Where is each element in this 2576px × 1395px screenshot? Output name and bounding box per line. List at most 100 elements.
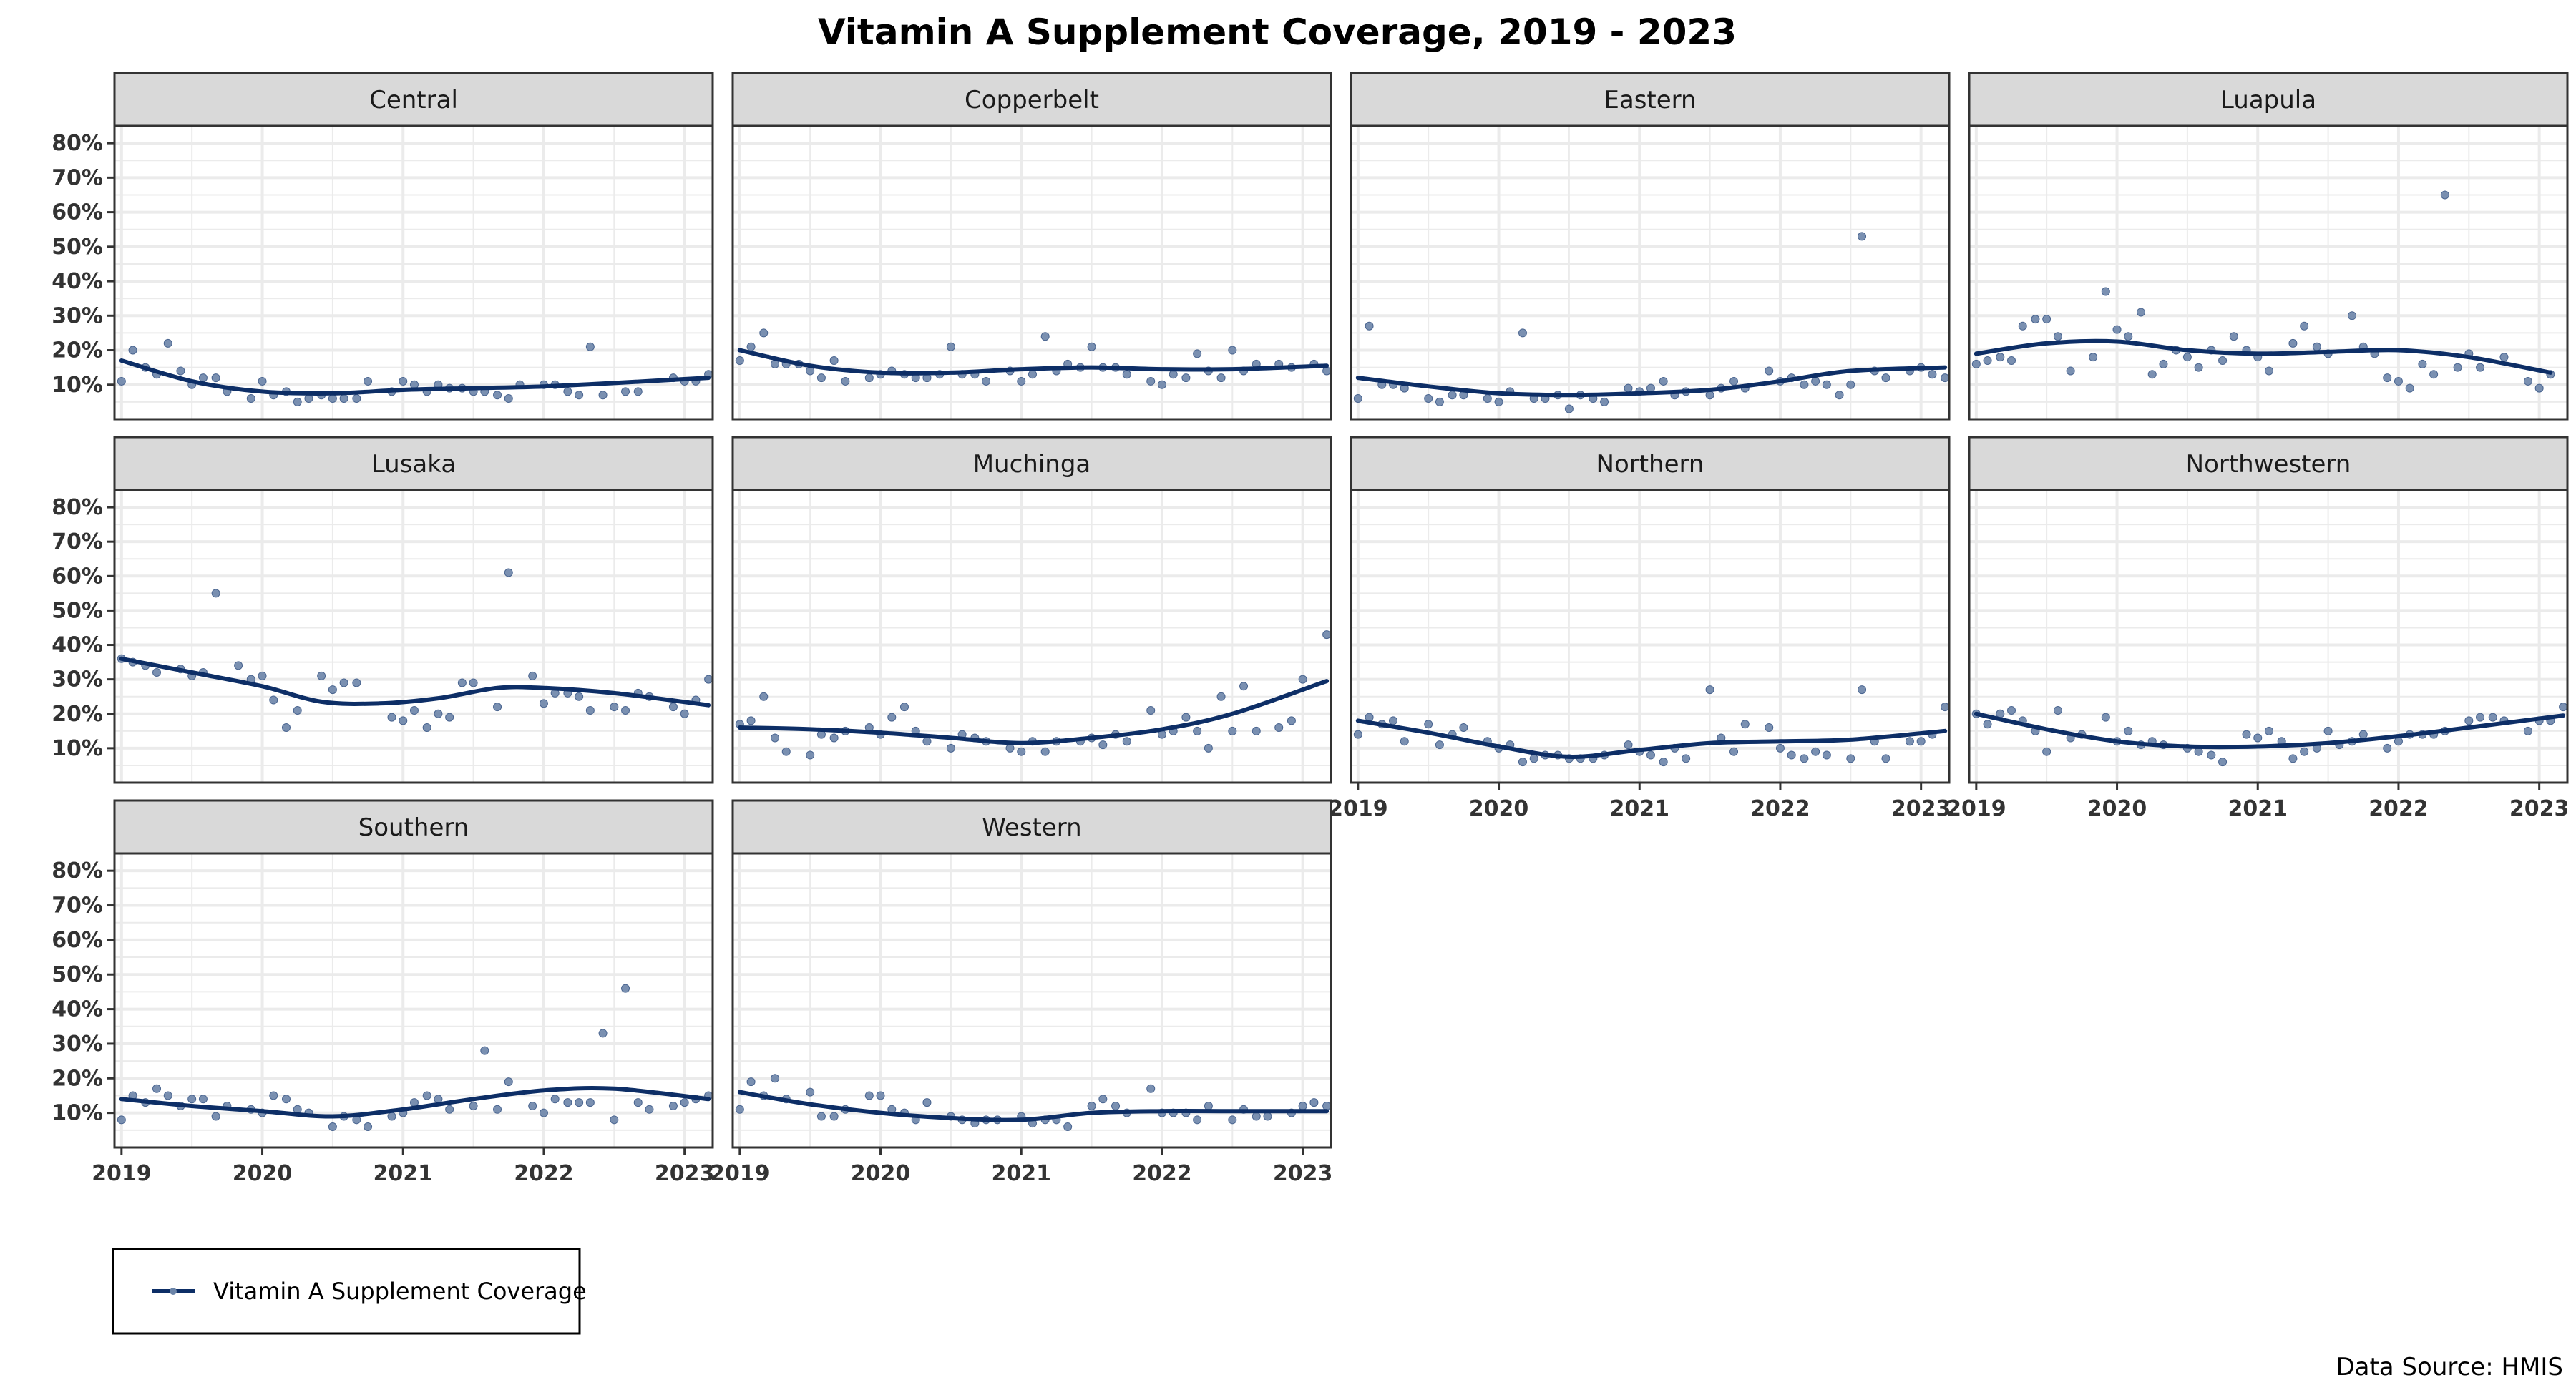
point-luapula xyxy=(2288,338,2298,348)
point-northern xyxy=(1529,754,1538,763)
panel-border-southern xyxy=(113,852,714,1149)
point-central xyxy=(563,387,572,396)
x-tick-label: 2019 xyxy=(710,1161,770,1186)
point-central xyxy=(304,394,313,403)
point-muchinga xyxy=(1193,726,1202,735)
point-muchinga xyxy=(1228,726,1237,735)
point-lusaka xyxy=(680,709,689,718)
smooth-line-copperbelt xyxy=(737,348,1330,376)
point-eastern xyxy=(1483,394,1492,403)
point-northern xyxy=(1916,737,1926,746)
point-central xyxy=(493,391,502,400)
point-luapula xyxy=(2124,332,2133,341)
point-northwestern xyxy=(2383,743,2392,753)
point-central xyxy=(163,338,172,348)
point-copperbelt xyxy=(841,376,850,386)
point-southern xyxy=(211,1112,220,1121)
point-copperbelt xyxy=(1087,342,1096,351)
point-muchinga xyxy=(1239,682,1249,691)
point-northern xyxy=(1800,754,1809,763)
point-lusaka xyxy=(575,692,584,701)
point-copperbelt xyxy=(982,376,991,386)
point-northern xyxy=(1624,740,1633,750)
y-tick-label: 30% xyxy=(52,303,103,328)
point-luapula xyxy=(2264,366,2273,376)
point-lusaka xyxy=(445,713,454,722)
strip-label-luapula: Luapula xyxy=(2220,86,2316,114)
point-lusaka xyxy=(621,705,630,715)
point-lusaka xyxy=(504,568,513,577)
x-tick-label: 2019 xyxy=(1946,796,2006,821)
point-luapula xyxy=(2182,353,2192,362)
point-central xyxy=(176,366,185,376)
y-tick-label: 80% xyxy=(52,495,103,520)
point-eastern xyxy=(1600,397,1609,406)
point-luapula xyxy=(2018,321,2027,331)
panel-border-copperbelt xyxy=(731,124,1332,421)
point-northern xyxy=(1787,750,1796,760)
strip-western xyxy=(731,799,1332,855)
point-lusaka xyxy=(528,671,537,680)
point-central xyxy=(339,394,348,403)
point-eastern xyxy=(1822,380,1831,389)
point-lusaka xyxy=(610,703,619,712)
point-eastern xyxy=(1800,380,1809,389)
data-source: Data Source: HMIS xyxy=(2336,1353,2563,1381)
y-tick-label: 70% xyxy=(52,529,103,554)
x-tick-label: 2020 xyxy=(233,1161,293,1186)
point-muchinga xyxy=(1322,630,1332,640)
point-western xyxy=(735,1105,744,1114)
point-southern xyxy=(422,1091,431,1100)
y-tick-label: 40% xyxy=(52,633,103,658)
point-northern xyxy=(1659,758,1668,767)
x-tick-label: 2023 xyxy=(655,1161,715,1186)
point-southern xyxy=(680,1098,689,1107)
strip-copperbelt xyxy=(731,72,1332,127)
point-muchinga xyxy=(1005,743,1015,753)
panel-border-muchinga xyxy=(731,489,1332,784)
point-northern xyxy=(1705,685,1714,695)
smooth-line-muchinga xyxy=(737,679,1330,745)
x-tick-label: 2021 xyxy=(991,1161,1051,1186)
point-luapula xyxy=(1971,359,1981,368)
point-northern xyxy=(1941,703,1950,712)
point-northwestern xyxy=(2042,747,2051,756)
y-tick-label: 40% xyxy=(52,997,103,1022)
point-western xyxy=(1309,1098,1319,1107)
point-southern xyxy=(364,1122,373,1131)
point-lusaka xyxy=(211,589,220,598)
point-muchinga xyxy=(829,733,839,743)
panel-northern: Northern 2019 2020 2021 2022 2023 xyxy=(1328,436,1951,821)
strip-label-northwestern: Northwestern xyxy=(2186,450,2351,479)
y-tick-label: 30% xyxy=(52,667,103,692)
point-copperbelt xyxy=(1146,376,1156,386)
strip-lusaka xyxy=(113,436,714,491)
point-central xyxy=(633,387,643,396)
point-luapula xyxy=(2312,342,2321,351)
point-central xyxy=(198,373,208,383)
point-lusaka xyxy=(281,723,291,733)
strip-label-copperbelt: Copperbelt xyxy=(965,86,1099,114)
point-lusaka xyxy=(269,695,278,705)
x-tick-label: 2020 xyxy=(851,1161,911,1186)
point-copperbelt xyxy=(946,342,955,351)
point-western xyxy=(1063,1122,1073,1131)
x-tick-label: 2023 xyxy=(1273,1161,1333,1186)
y-tick-label: 80% xyxy=(52,131,103,156)
point-southern xyxy=(621,984,630,993)
point-central xyxy=(598,391,608,400)
point-eastern xyxy=(1435,397,1444,406)
y-tick-label: 50% xyxy=(52,598,103,623)
y-tick-label: 30% xyxy=(52,1032,103,1057)
panel-luapula: Luapula xyxy=(1968,72,2569,421)
panel-border-northwestern xyxy=(1968,489,2569,784)
point-northern xyxy=(1765,723,1774,733)
point-southern xyxy=(269,1091,278,1100)
point-luapula xyxy=(2066,366,2075,376)
panel-northwestern: Northwestern 2019 2020 2021 2022 2023 xyxy=(1946,436,2569,821)
point-eastern xyxy=(1729,376,1739,386)
point-eastern xyxy=(1353,394,1362,403)
point-copperbelt xyxy=(1017,376,1026,386)
point-lusaka xyxy=(258,671,267,680)
point-northern xyxy=(1729,747,1739,756)
